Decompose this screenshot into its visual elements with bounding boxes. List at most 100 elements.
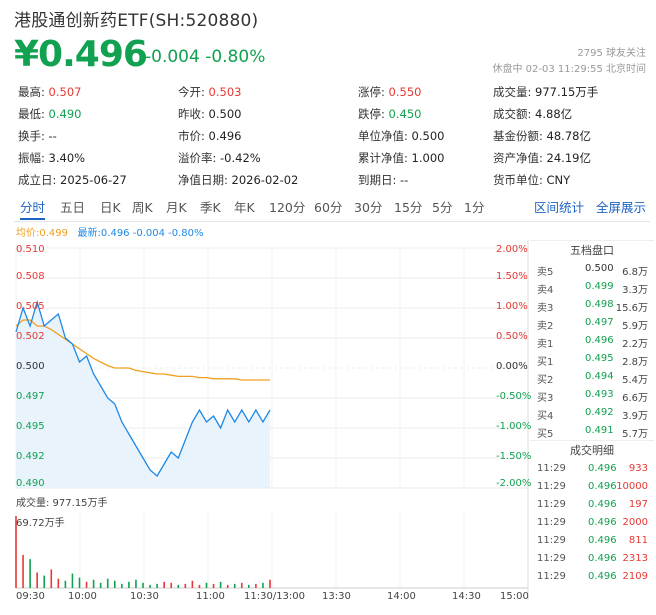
x-tick: 14:00 <box>387 591 416 602</box>
order-level-label: 买2 <box>537 375 554 386</box>
stat-item: 昨收: 0.500 <box>178 106 241 122</box>
order-level-label: 卖1 <box>537 339 554 350</box>
volume-bar <box>184 583 187 588</box>
stat-label: 昨收: <box>178 107 205 121</box>
order-book-row: 卖3 0.498 15.6万 <box>530 296 654 314</box>
followers-count[interactable]: 2795 球友关注 <box>577 48 646 59</box>
order-level-label: 卖2 <box>537 321 554 332</box>
volume-bar <box>255 583 257 588</box>
stat-value: 977.15万手 <box>531 85 599 99</box>
stat-label: 资产净值: <box>493 151 543 165</box>
stat-value: 4.88亿 <box>531 107 573 121</box>
volume-bar <box>113 580 116 588</box>
tab-8[interactable]: 60分 <box>314 200 343 215</box>
tab-10[interactable]: 15分 <box>394 200 423 215</box>
order-volume: 6.6万 <box>622 393 648 404</box>
order-price: 0.497 <box>585 317 614 328</box>
stat-value: 2025-06-27 <box>56 173 127 187</box>
volume-bar <box>78 577 81 588</box>
current-price: ¥0.496 <box>14 34 148 75</box>
volume-label: 成交量: 977.15万手 <box>16 498 108 509</box>
order-level-label: 买3 <box>537 393 554 404</box>
period-tabs: 分时 五日 日K 周K 月K 季K 年K 120分 60分 30分 15分 5分 1分 区间统计 全屏展示 <box>14 198 650 220</box>
order-volume: 5.9万 <box>622 321 648 332</box>
trade-time: 11:29 <box>537 463 566 474</box>
order-book-row: 买1 0.495 2.8万 <box>530 350 654 368</box>
stat-label: 今开: <box>178 85 205 99</box>
tab-0[interactable]: 分时 <box>20 198 46 220</box>
stat-item: 换手: -- <box>18 128 57 144</box>
volume-bar <box>135 579 137 588</box>
order-volume: 5.4万 <box>622 375 648 386</box>
fullscreen-link[interactable]: 全屏展示 <box>596 200 647 215</box>
volume-bar <box>50 569 53 588</box>
trade-volume: 2000 <box>622 517 648 528</box>
y-left-tick: 0.492 <box>16 451 45 462</box>
quote-stats: 最高: 0.507 今开: 0.503 涨停: 0.550 成交量: 977.15万手… <box>18 84 648 194</box>
stat-label: 换手: <box>18 129 45 143</box>
trade-time: 11:29 <box>537 571 566 582</box>
stat-label: 成交量: <box>493 85 532 99</box>
order-book-row: 买3 0.493 6.6万 <box>530 386 654 404</box>
intraday-chart[interactable] <box>0 240 530 600</box>
volume-bar <box>269 579 271 588</box>
page-title: 港股通创新药ETF(SH:520880) <box>14 11 259 31</box>
order-price: 0.500 <box>585 263 614 274</box>
volume-bar <box>64 580 67 588</box>
stat-value: 0.450 <box>384 107 422 121</box>
tab-11[interactable]: 5分 <box>432 200 453 215</box>
trade-volume: 2109 <box>622 571 648 582</box>
stat-label: 市价: <box>178 129 205 143</box>
tab-3[interactable]: 周K <box>132 200 153 215</box>
order-volume: 3.9万 <box>622 411 648 422</box>
stat-item: 涨停: 0.550 <box>358 84 421 100</box>
order-book-row: 卖2 0.497 5.9万 <box>530 314 654 332</box>
stat-value: 0.507 <box>44 85 82 99</box>
tab-9[interactable]: 30分 <box>354 200 383 215</box>
trade-volume: 933 <box>628 463 648 474</box>
volume-bar <box>177 584 180 588</box>
stat-value: 0.490 <box>44 107 82 121</box>
order-price: 0.496 <box>585 335 614 346</box>
stat-value: 1.000 <box>407 151 445 165</box>
order-volume: 2.2万 <box>622 339 648 350</box>
volume-bar <box>106 578 109 588</box>
order-level-label: 买4 <box>537 411 554 422</box>
y-right-tick: 0.50% <box>496 331 528 342</box>
range-stats-link[interactable]: 区间统计 <box>534 200 585 215</box>
tab-4[interactable]: 月K <box>166 200 187 215</box>
y-left-tick: 0.490 <box>16 478 45 489</box>
tab-6[interactable]: 年K <box>234 200 255 215</box>
trade-volume: 2313 <box>622 553 648 564</box>
stat-value: 48.78亿 <box>542 129 591 143</box>
y-left-tick: 0.495 <box>16 421 45 432</box>
stat-value: 24.19亿 <box>542 151 591 165</box>
order-book-row: 买5 0.491 5.7万 <box>530 422 654 440</box>
tab-7[interactable]: 120分 <box>269 200 306 215</box>
trade-price: 0.496 <box>588 481 617 492</box>
order-volume: 6.8万 <box>622 267 648 278</box>
order-level-label: 买5 <box>537 429 554 440</box>
trade-price: 0.496 <box>588 535 617 546</box>
order-book-panel: 五档盘口 卖5 0.500 6.8万 卖4 0.499 3.3万 卖3 0.498 15.6万 卖2… <box>530 240 654 586</box>
volume-bar <box>262 582 264 588</box>
x-tick: 11:30/13:00 <box>244 591 306 602</box>
stat-value: 0.500 <box>204 107 242 121</box>
tab-5[interactable]: 季K <box>200 200 221 215</box>
stat-label: 溢价率: <box>178 151 217 165</box>
trade-price: 0.496 <box>588 499 617 510</box>
stat-label: 最高: <box>18 85 45 99</box>
last-price-legend: 最新:0.496 -0.004 -0.80% <box>77 228 204 239</box>
stat-label: 货币单位: <box>493 173 543 187</box>
y-left-tick: 0.510 <box>16 244 45 255</box>
tab-1[interactable]: 五日 <box>60 200 86 215</box>
volume-bar <box>121 583 123 588</box>
trade-time: 11:29 <box>537 553 566 564</box>
stat-item: 累计净值: 1.000 <box>358 150 444 166</box>
stat-label: 净值日期: <box>178 173 228 187</box>
tab-2[interactable]: 日K <box>100 200 121 215</box>
volume-bar <box>92 579 95 588</box>
order-book-row: 买2 0.494 5.4万 <box>530 368 654 386</box>
tab-12[interactable]: 1分 <box>464 200 485 215</box>
trade-volume: 811 <box>628 535 648 546</box>
